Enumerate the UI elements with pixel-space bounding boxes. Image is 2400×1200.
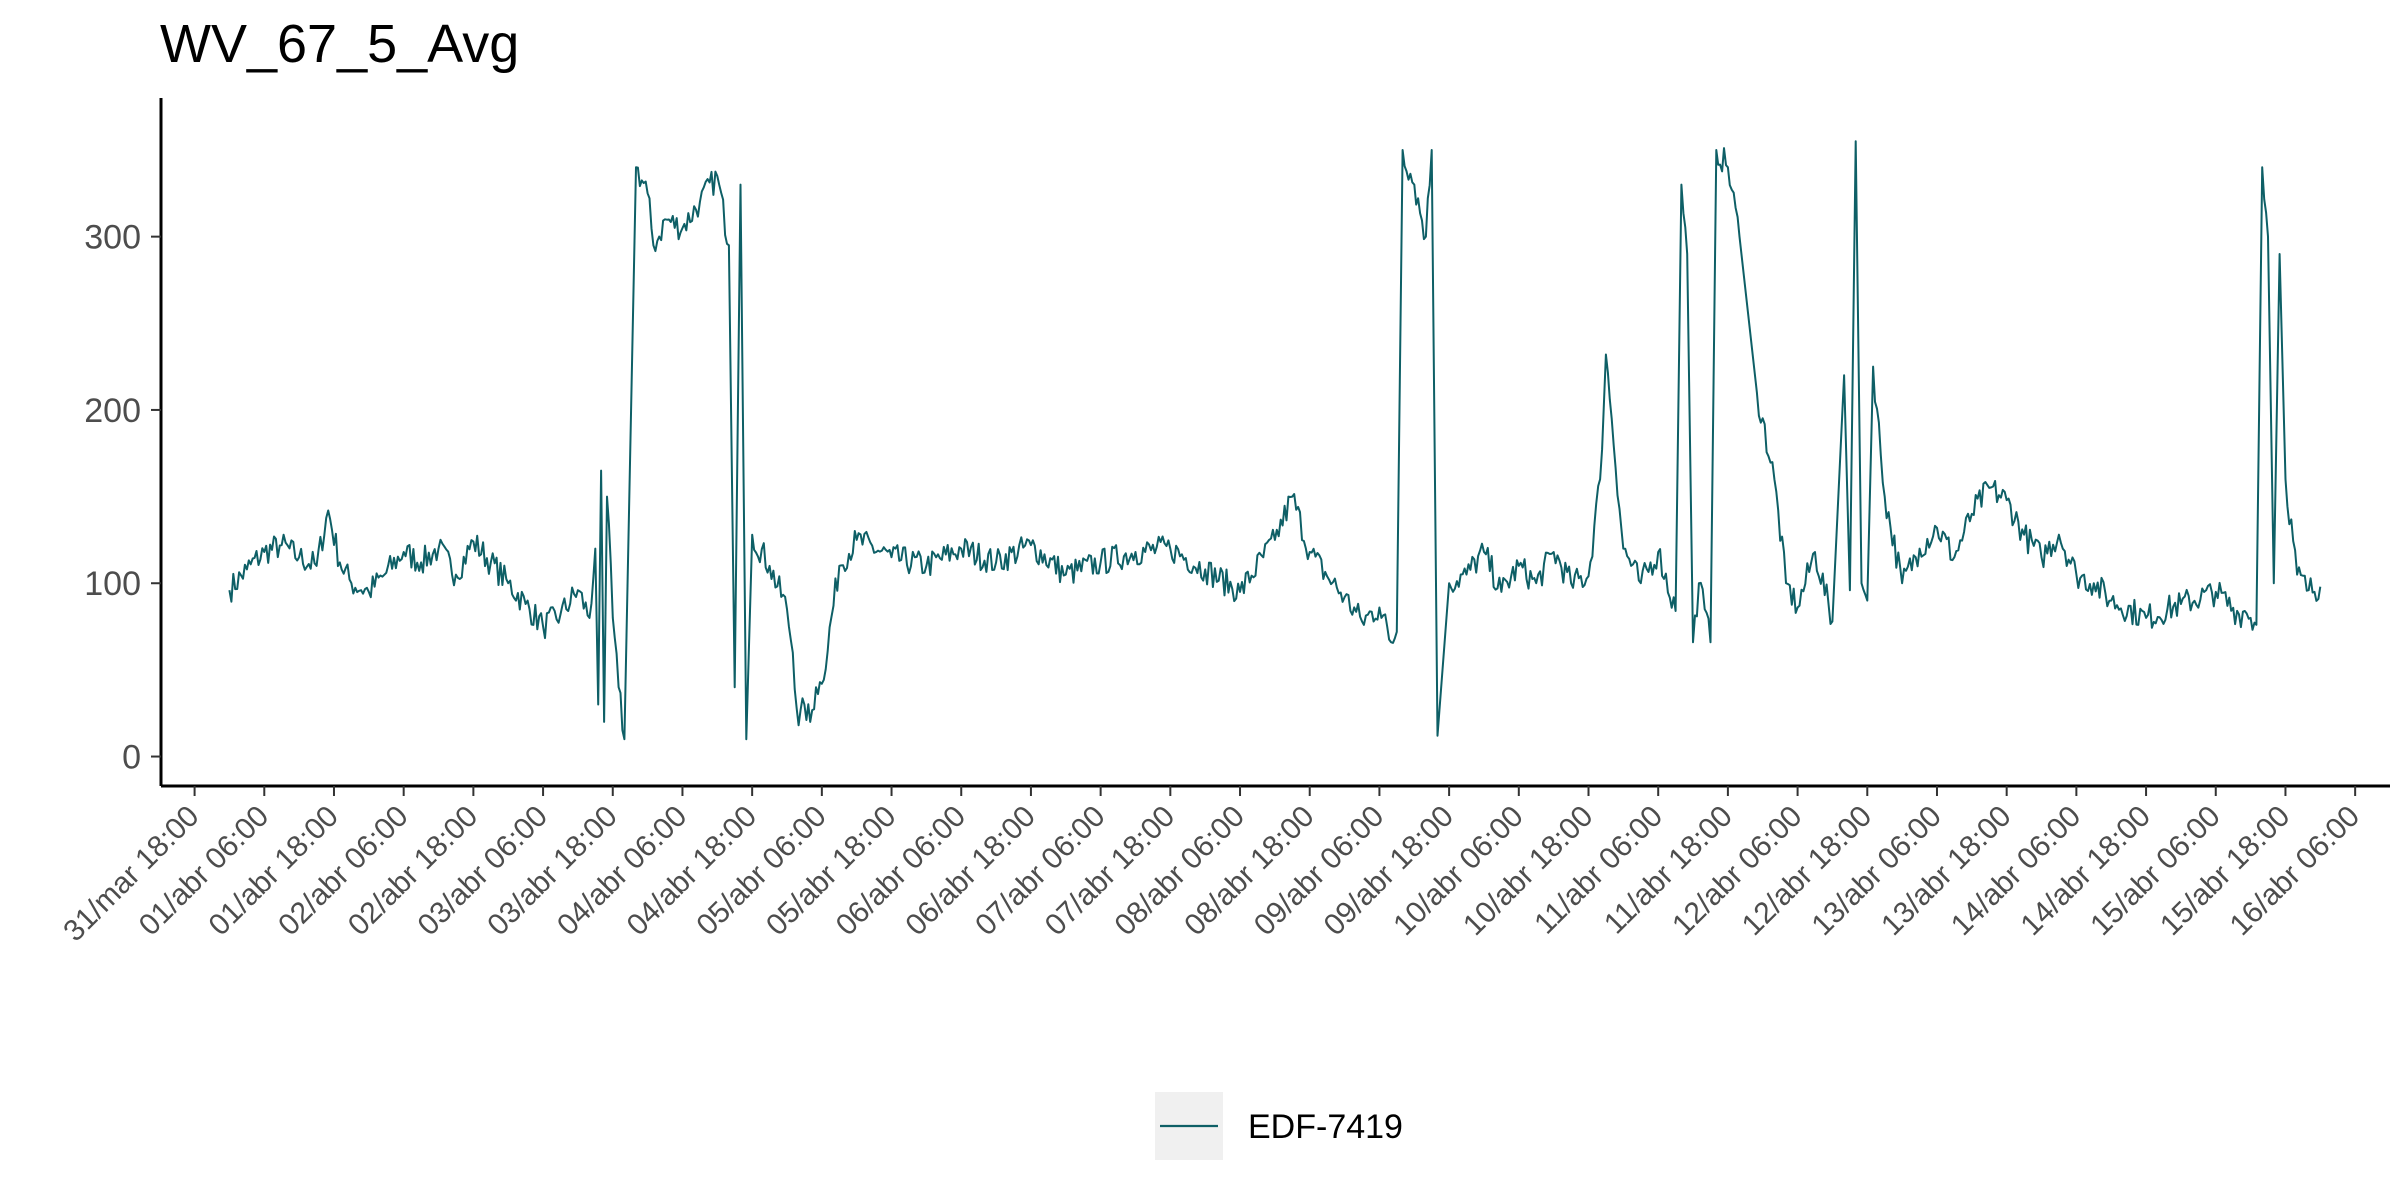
y-tick-label: 200 bbox=[84, 392, 141, 430]
chart-title: WV_67_5_Avg bbox=[160, 14, 519, 74]
series-layer bbox=[228, 140, 2322, 741]
legend-label: EDF-7419 bbox=[1248, 1108, 1403, 1146]
y-tick-label: 0 bbox=[122, 739, 141, 777]
legend: EDF-7419 bbox=[1155, 1092, 1403, 1160]
y-tick-label: 300 bbox=[84, 219, 141, 257]
y-tick-label: 100 bbox=[84, 565, 141, 603]
series-line-edf-7419 bbox=[228, 140, 2322, 741]
y-ticks: 0 100 200 300 bbox=[84, 219, 161, 777]
